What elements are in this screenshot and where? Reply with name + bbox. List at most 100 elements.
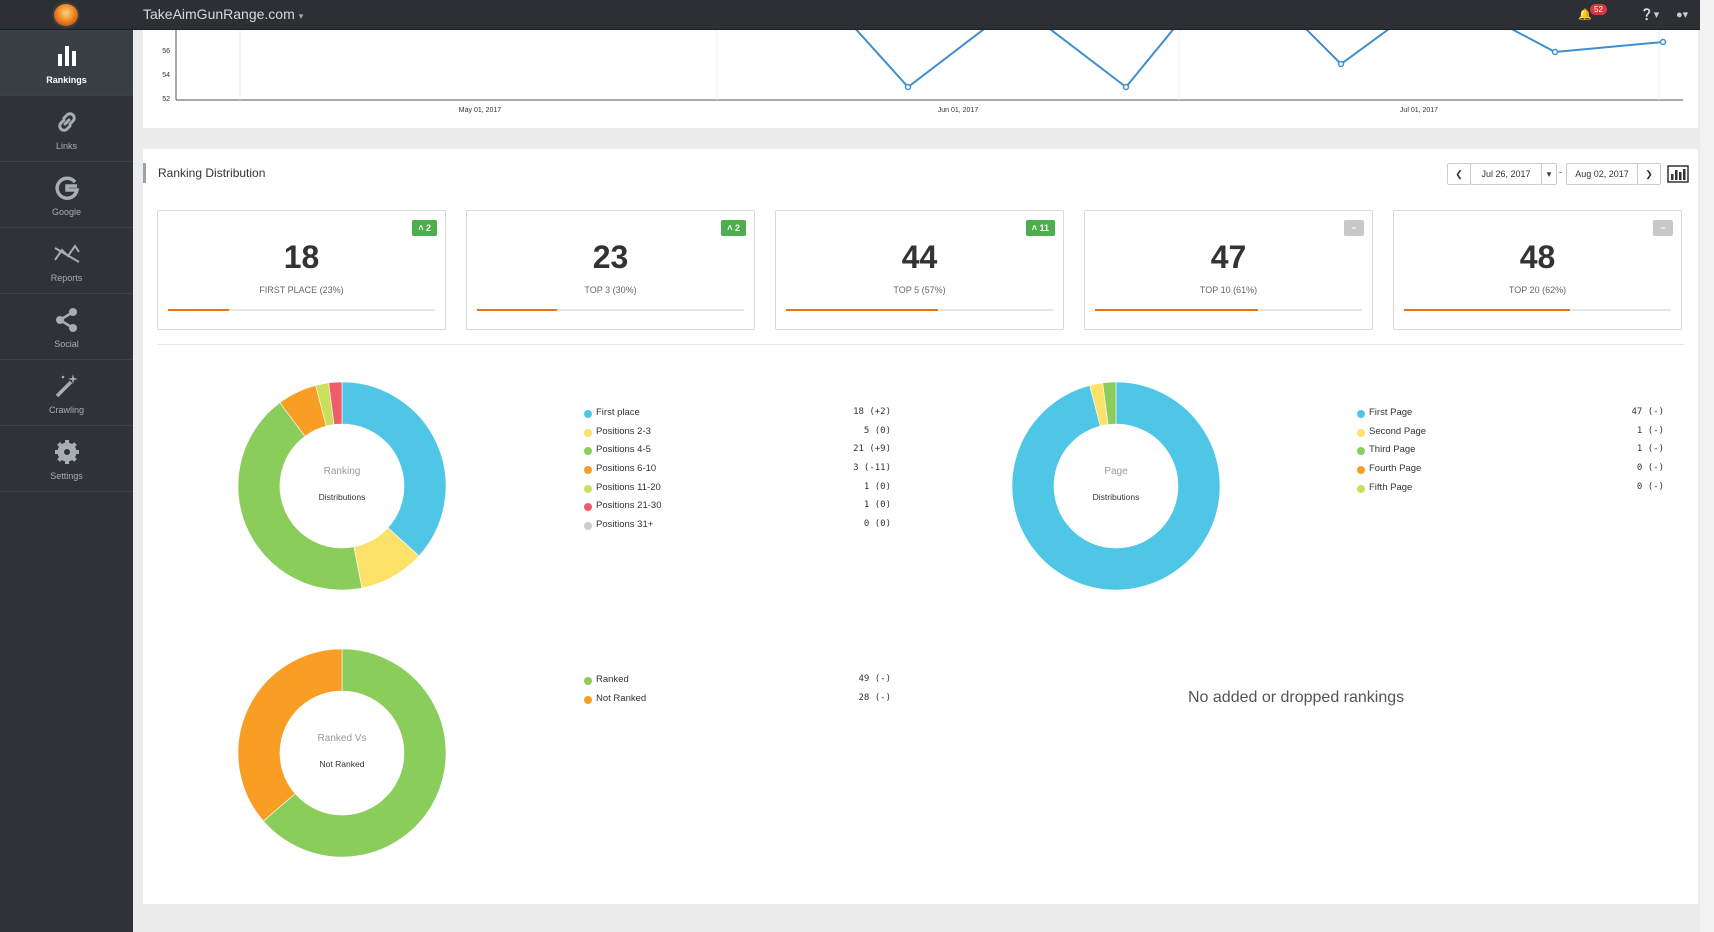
stat-card: ˄ 2 18 FIRST PLACE (23%) — [157, 210, 446, 330]
site-selector[interactable]: TakeAimGunRange.com ▾ — [143, 6, 303, 22]
site-title: TakeAimGunRange.com — [143, 6, 295, 22]
legend-item[interactable]: Ranked 49 (-) — [584, 673, 891, 692]
legend-item[interactable]: Second Page 1 (-) — [1357, 425, 1664, 444]
delta-up-badge: ˄ 11 — [1025, 220, 1055, 236]
legend-label: First place — [596, 407, 640, 418]
sidebar-item-label: Rankings — [46, 75, 87, 85]
sidebar-item-label: Social — [54, 339, 79, 349]
next-period-button[interactable]: ❯ — [1637, 163, 1661, 185]
stat-progress-fill — [1404, 309, 1570, 311]
brand-logo[interactable] — [52, 2, 80, 28]
help-icon[interactable]: ❔▾ — [1640, 9, 1660, 21]
stat-progress-fill — [168, 309, 230, 311]
legend-label: Ranked — [596, 674, 629, 685]
date-dropdown-button[interactable]: ▾ — [1541, 163, 1557, 185]
legend-value: 1 (0) — [863, 481, 891, 492]
stat-progress-fill — [1095, 309, 1258, 311]
stat-label: FIRST PLACE (23%) — [259, 285, 344, 295]
donut-slice[interactable] — [262, 648, 447, 858]
sidebar: Rankings Links Google Reports Social Cra… — [0, 30, 133, 932]
legend-label: Second Page — [1369, 425, 1427, 437]
chevron-up-icon: ˄ — [727, 223, 735, 233]
user-menu-icon[interactable]: ●▾ — [1676, 9, 1689, 21]
y-tick-label: 58 — [162, 30, 170, 31]
bell-icon[interactable]: 🔔 — [1578, 9, 1592, 21]
data-point — [1659, 38, 1667, 46]
stat-progress-bar — [477, 309, 744, 311]
stat-card: − 47 TOP 10 (61%) — [1084, 210, 1373, 330]
delta-flat-badge: − — [1344, 220, 1364, 236]
gear-icon — [54, 440, 79, 464]
legend-item[interactable]: Positions 31+ 0 (0) — [584, 518, 891, 537]
legend-value: 18 (+2) — [853, 407, 891, 417]
stat-label: TOP 5 (57%) — [893, 285, 946, 295]
legend-label: First Page — [1369, 407, 1413, 418]
section-title: Ranking Distribution — [143, 163, 265, 183]
sidebar-item-rankings[interactable]: Rankings — [0, 30, 133, 96]
legend-swatch — [584, 695, 592, 704]
sidebar-item-social[interactable]: Social — [0, 294, 133, 360]
legend-swatch — [584, 410, 592, 418]
donut-subtitle: Distributions — [1093, 492, 1140, 502]
sidebar-item-reports[interactable]: Reports — [0, 228, 133, 294]
legend-label: Positions 11-20 — [596, 481, 661, 493]
sidebar-item-settings[interactable]: Settings — [0, 426, 133, 492]
legend-item[interactable]: Fourth Page 0 (-) — [1357, 462, 1664, 481]
y-tick-label: 52 — [162, 96, 170, 103]
sidebar-item-crawling[interactable]: Crawling — [0, 360, 133, 426]
legend-item[interactable]: First Page 47 (-) — [1357, 406, 1664, 425]
date-from-field[interactable]: Jul 26, 2017 — [1470, 163, 1542, 185]
legend-label: Positions 4-5 — [596, 444, 651, 456]
legend-item[interactable]: Third Page 1 (-) — [1357, 443, 1664, 462]
link-icon — [57, 112, 76, 132]
donut-slice[interactable] — [1102, 381, 1117, 425]
legend-value: 3 (-11) — [853, 463, 891, 474]
ranked-vs-not-ranked-legend: Ranked 49 (-) Not Ranked 28 (-) — [584, 673, 891, 710]
reports-icon — [53, 244, 80, 263]
sidebar-item-label: Settings — [50, 471, 83, 481]
donut-title: Ranked Vs — [318, 733, 367, 744]
page-distribution-legend: First Page 47 (-) Second Page 1 (-) Third Pa… — [1357, 406, 1664, 499]
data-point — [1122, 83, 1130, 91]
minus-icon: − — [1660, 223, 1666, 233]
legend-item[interactable]: Not Ranked 28 (-) — [584, 692, 891, 711]
legend-item[interactable]: Positions 11-20 1 (0) — [584, 481, 891, 500]
legend-item[interactable]: Positions 6-10 3 (-11) — [584, 462, 891, 481]
legend-item[interactable]: Positions 4-5 21 (+9) — [584, 443, 891, 462]
data-point — [904, 83, 912, 91]
legend-item[interactable]: First place 18 (+2) — [584, 406, 891, 425]
donut-slice[interactable] — [328, 381, 343, 425]
donut-slice[interactable] — [341, 381, 447, 557]
page-distribution-donut: Page Distributions — [1011, 381, 1221, 591]
legend-item[interactable]: Positions 21-30 1 (0) — [584, 499, 891, 518]
caret-down-icon: ▾ — [1546, 169, 1552, 179]
date-to-field[interactable]: Aug 02, 2017 — [1566, 163, 1638, 185]
legend-swatch — [1357, 428, 1365, 437]
legend-label: Fifth Page — [1369, 481, 1413, 493]
donut-title: Ranking — [324, 466, 361, 477]
donut-slice[interactable] — [237, 402, 363, 591]
legend-value: 1 (0) — [863, 500, 891, 511]
legend-item[interactable]: Positions 2-3 5 (0) — [584, 425, 891, 444]
legend-swatch — [584, 466, 592, 475]
top-bar: TakeAimGunRange.com ▾ 🔔 52 ❔▾ ●▾ — [0, 0, 1700, 30]
prev-period-button[interactable]: ❮ — [1447, 163, 1471, 185]
legend-label: Positions 6-10 — [596, 463, 657, 475]
x-tick-label: May 01, 2017 — [459, 107, 502, 114]
legend-label: Fourth Page — [1369, 463, 1422, 475]
sidebar-item-google[interactable]: Google — [0, 162, 133, 228]
ranking-distribution-panel: Ranking Distribution ❮ Jul 26, 2017 ▾ - … — [143, 149, 1698, 904]
stat-number: 23 — [592, 239, 629, 275]
sidebar-item-links[interactable]: Links — [0, 96, 133, 162]
legend-value: 1 (-) — [1636, 444, 1664, 455]
stat-card: ˄ 2 23 TOP 3 (30%) — [466, 210, 755, 330]
share-icon — [55, 308, 77, 332]
donut-slice[interactable] — [237, 648, 343, 822]
stat-label: TOP 3 (30%) — [584, 285, 637, 295]
donut-slice[interactable] — [1011, 381, 1221, 591]
ranked-vs-not-ranked-donut: Ranked Vs Not Ranked — [237, 648, 447, 858]
delta-value: 2 — [425, 223, 431, 233]
chart-toggle-icon[interactable] — [1667, 165, 1689, 183]
legend-item[interactable]: Fifth Page 0 (-) — [1357, 481, 1664, 500]
